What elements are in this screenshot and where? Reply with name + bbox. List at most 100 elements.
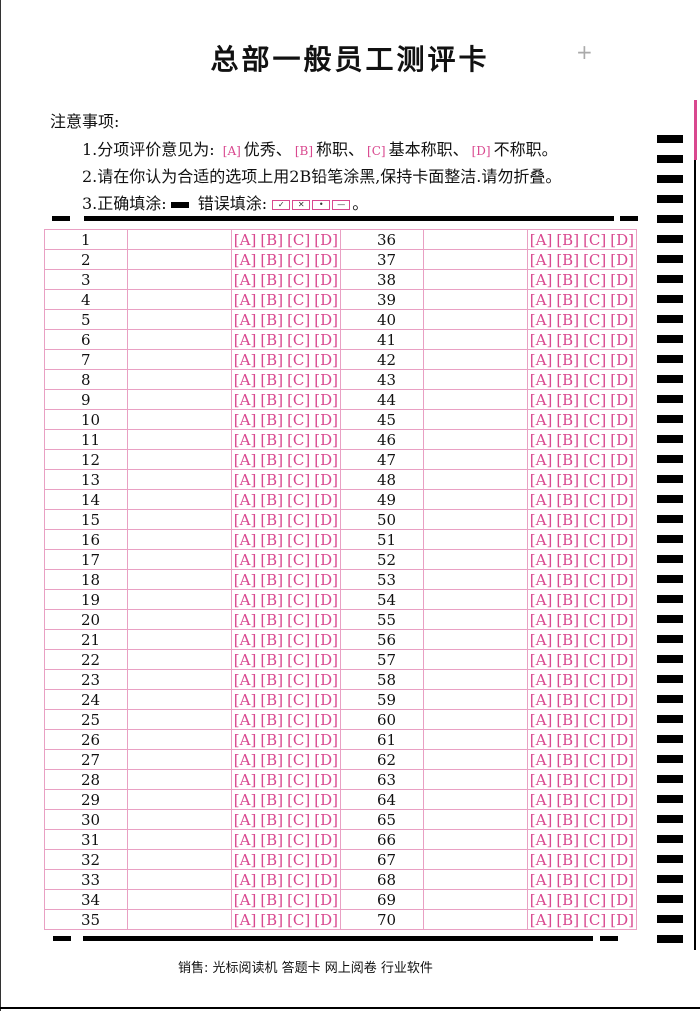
bubble-17-c[interactable]: [C] [287,550,311,569]
bubble-32-a[interactable]: [A] [233,850,257,869]
bubble-18-b[interactable]: [B] [260,570,284,589]
bubble-21-d[interactable]: [D] [314,630,338,649]
bubble-33-d[interactable]: [D] [314,870,338,889]
bubble-45-a[interactable]: [A] [529,410,553,429]
bubble-42-a[interactable]: [A] [529,350,553,369]
bubble-53-c[interactable]: [C] [583,570,607,589]
bubble-14-a[interactable]: [A] [233,490,257,509]
bubble-27-a[interactable]: [A] [233,750,257,769]
bubble-15-b[interactable]: [B] [260,510,284,529]
bubble-52-c[interactable]: [C] [583,550,607,569]
bubble-47-c[interactable]: [C] [583,450,607,469]
bubble-47-d[interactable]: [D] [610,450,634,469]
bubble-7-d[interactable]: [D] [314,350,338,369]
bubble-57-c[interactable]: [C] [583,650,607,669]
bubble-1-d[interactable]: [D] [314,230,338,249]
bubble-34-c[interactable]: [C] [287,890,311,909]
bubble-21-c[interactable]: [C] [287,630,311,649]
bubble-64-c[interactable]: [C] [583,790,607,809]
bubble-17-a[interactable]: [A] [233,550,257,569]
bubble-28-b[interactable]: [B] [260,770,284,789]
bubble-25-c[interactable]: [C] [287,710,311,729]
bubble-5-d[interactable]: [D] [314,310,338,329]
bubble-29-c[interactable]: [C] [287,790,311,809]
bubble-7-b[interactable]: [B] [260,350,284,369]
bubble-52-a[interactable]: [A] [529,550,553,569]
bubble-11-a[interactable]: [A] [233,430,257,449]
bubble-9-b[interactable]: [B] [260,390,284,409]
bubble-18-c[interactable]: [C] [287,570,311,589]
bubble-32-d[interactable]: [D] [314,850,338,869]
bubble-67-d[interactable]: [D] [610,850,634,869]
bubble-63-c[interactable]: [C] [583,770,607,789]
bubble-28-d[interactable]: [D] [314,770,338,789]
bubble-12-b[interactable]: [B] [260,450,284,469]
bubble-54-b[interactable]: [B] [556,590,580,609]
bubble-41-c[interactable]: [C] [583,330,607,349]
bubble-39-d[interactable]: [D] [610,290,634,309]
bubble-1-b[interactable]: [B] [260,230,284,249]
bubble-16-d[interactable]: [D] [314,530,338,549]
bubble-1-c[interactable]: [C] [287,230,311,249]
bubble-16-c[interactable]: [C] [287,530,311,549]
bubble-20-a[interactable]: [A] [233,610,257,629]
bubble-48-c[interactable]: [C] [583,470,607,489]
bubble-38-b[interactable]: [B] [556,270,580,289]
bubble-6-b[interactable]: [B] [260,330,284,349]
bubble-34-d[interactable]: [D] [314,890,338,909]
bubble-10-c[interactable]: [C] [287,410,311,429]
bubble-69-a[interactable]: [A] [529,890,553,909]
bubble-44-a[interactable]: [A] [529,390,553,409]
bubble-67-a[interactable]: [A] [529,850,553,869]
bubble-48-a[interactable]: [A] [529,470,553,489]
bubble-21-b[interactable]: [B] [260,630,284,649]
bubble-14-b[interactable]: [B] [260,490,284,509]
bubble-6-d[interactable]: [D] [314,330,338,349]
bubble-64-b[interactable]: [B] [556,790,580,809]
bubble-66-b[interactable]: [B] [556,830,580,849]
bubble-9-a[interactable]: [A] [233,390,257,409]
bubble-58-c[interactable]: [C] [583,670,607,689]
bubble-11-b[interactable]: [B] [260,430,284,449]
bubble-6-a[interactable]: [A] [233,330,257,349]
bubble-63-b[interactable]: [B] [556,770,580,789]
bubble-47-b[interactable]: [B] [556,450,580,469]
bubble-3-d[interactable]: [D] [314,270,338,289]
bubble-50-a[interactable]: [A] [529,510,553,529]
bubble-35-b[interactable]: [B] [260,910,284,929]
bubble-42-d[interactable]: [D] [610,350,634,369]
bubble-33-c[interactable]: [C] [287,870,311,889]
bubble-18-d[interactable]: [D] [314,570,338,589]
bubble-64-d[interactable]: [D] [610,790,634,809]
bubble-37-c[interactable]: [C] [583,250,607,269]
bubble-38-d[interactable]: [D] [610,270,634,289]
bubble-68-d[interactable]: [D] [610,870,634,889]
bubble-59-a[interactable]: [A] [529,690,553,709]
bubble-5-a[interactable]: [A] [233,310,257,329]
bubble-45-b[interactable]: [B] [556,410,580,429]
bubble-36-d[interactable]: [D] [610,230,634,249]
bubble-23-a[interactable]: [A] [233,670,257,689]
bubble-51-c[interactable]: [C] [583,530,607,549]
bubble-61-a[interactable]: [A] [529,730,553,749]
bubble-26-a[interactable]: [A] [233,730,257,749]
bubble-15-d[interactable]: [D] [314,510,338,529]
bubble-15-c[interactable]: [C] [287,510,311,529]
bubble-12-d[interactable]: [D] [314,450,338,469]
bubble-55-d[interactable]: [D] [610,610,634,629]
bubble-68-c[interactable]: [C] [583,870,607,889]
bubble-23-b[interactable]: [B] [260,670,284,689]
bubble-70-d[interactable]: [D] [610,910,634,929]
bubble-40-d[interactable]: [D] [610,310,634,329]
bubble-44-d[interactable]: [D] [610,390,634,409]
bubble-27-d[interactable]: [D] [314,750,338,769]
bubble-20-c[interactable]: [C] [287,610,311,629]
bubble-31-b[interactable]: [B] [260,830,284,849]
bubble-6-c[interactable]: [C] [287,330,311,349]
bubble-33-b[interactable]: [B] [260,870,284,889]
bubble-63-a[interactable]: [A] [529,770,553,789]
bubble-26-c[interactable]: [C] [287,730,311,749]
bubble-43-c[interactable]: [C] [583,370,607,389]
bubble-56-b[interactable]: [B] [556,630,580,649]
bubble-52-b[interactable]: [B] [556,550,580,569]
